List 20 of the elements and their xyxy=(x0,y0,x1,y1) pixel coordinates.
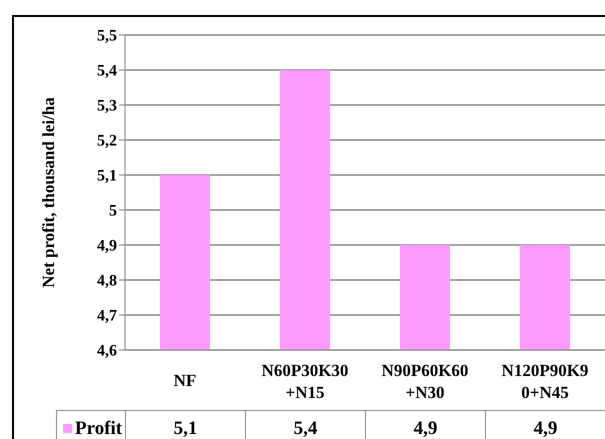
legend-label: Profit xyxy=(75,418,122,439)
y-tick-label: 4,8 xyxy=(97,272,117,290)
x-tick-label: N90P60K60+N30 xyxy=(382,360,468,402)
x-tick-label: NF xyxy=(174,370,196,390)
y-tick-label: 4,7 xyxy=(97,308,117,325)
y-tick-label: 5,3 xyxy=(97,98,117,115)
y-tick-label: 5 xyxy=(109,202,117,220)
y-tick-label: 4,6 xyxy=(97,342,117,360)
data-label: 4,9 xyxy=(365,410,485,439)
x-tick-label: N120P90K90+N45 xyxy=(502,360,588,402)
y-tick-label: 5,1 xyxy=(97,168,117,185)
y-tick-label: 5,2 xyxy=(97,132,117,150)
y-tick-label: 5,4 xyxy=(97,62,117,80)
data-label: 5,1 xyxy=(125,410,245,439)
y-tick-label: 4,9 xyxy=(97,238,117,255)
data-label: 4,9 xyxy=(485,410,605,439)
x-tick-label: N60P30K30+N15 xyxy=(262,360,348,402)
y-tick-label: 5,5 xyxy=(97,28,117,45)
y-axis-title: Net profit, thousand lei/ha xyxy=(39,96,58,288)
data-label: 5,4 xyxy=(245,410,365,439)
